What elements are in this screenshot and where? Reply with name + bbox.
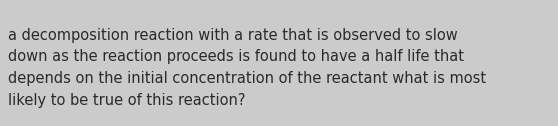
Text: a decomposition reaction with a rate that is observed to slow
down as the reacti: a decomposition reaction with a rate tha… xyxy=(8,28,487,107)
